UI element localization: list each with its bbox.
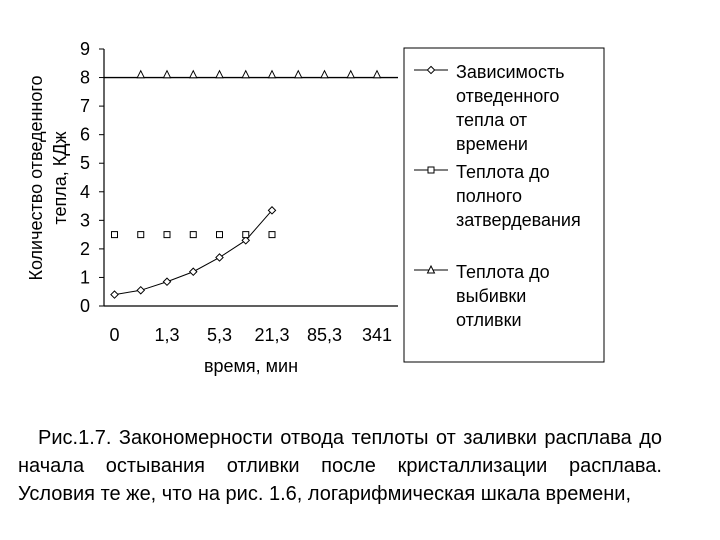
- x-tick-label: 5,3: [207, 325, 232, 345]
- x-tick-label: 21,3: [254, 325, 289, 345]
- series-line-1: [114, 210, 273, 296]
- series-1-point: [215, 253, 224, 262]
- series-3-point: [267, 69, 277, 79]
- y-tick-label: 0: [80, 296, 90, 316]
- y-tick-label: 3: [80, 210, 90, 230]
- series-3-point: [346, 69, 356, 79]
- series-3-point: [320, 69, 329, 79]
- y-tick-label: 1: [80, 267, 90, 287]
- caption-text: Рис.1.7. Закономерности отвода теплоты о…: [18, 427, 662, 505]
- y-tick-label: 9: [80, 39, 90, 59]
- series-2-point: [242, 231, 250, 239]
- series-2-point: [216, 231, 223, 239]
- y-tick-label: 7: [80, 96, 90, 116]
- y-axis-label-line1: Количество отведенного: [26, 75, 46, 280]
- figure-caption: Рис.1.7. Закономерности отвода теплоты о…: [18, 424, 662, 508]
- series-1-point: [241, 236, 251, 245]
- x-tick-label: 85,3: [307, 325, 342, 345]
- legend-label-2: затвердевания: [456, 210, 581, 230]
- y-tick-label: 8: [80, 68, 90, 88]
- y-tick-label: 6: [80, 125, 90, 145]
- legend-label-1: Зависимость: [456, 62, 565, 82]
- legend-label-1: тепла от: [456, 110, 527, 130]
- y-tick-label: 2: [80, 239, 90, 259]
- series-1-point: [267, 206, 277, 215]
- series-1-point: [136, 285, 146, 295]
- y-tick-label: 4: [80, 182, 90, 202]
- legend-label-3: отливки: [456, 310, 522, 330]
- x-axis-label: время, мин: [204, 356, 298, 376]
- legend-label-2: полного: [456, 186, 522, 206]
- series-2-point: [137, 231, 145, 239]
- series-3-point: [136, 69, 146, 79]
- x-tick-label: 0: [109, 325, 119, 345]
- legend-label-3: Теплота до: [456, 262, 550, 282]
- x-tick-label: 341: [362, 325, 392, 345]
- legend-label-3: выбивки: [456, 286, 526, 306]
- legend-label-1: отведенного: [456, 86, 559, 106]
- series-3-point: [372, 69, 382, 79]
- chart-canvas: 0 1 2 3 4 5 6 7 8 9 0 1,3 5,3 21,3 85,3 341 время, мин Ко…: [26, 39, 605, 376]
- legend-box: [403, 47, 605, 363]
- series-3-point: [215, 69, 224, 79]
- series-2-point: [189, 231, 197, 239]
- legend-label-2: Теплота до: [456, 162, 550, 182]
- series-1-point: [162, 277, 172, 287]
- series-3-point: [241, 69, 251, 79]
- y-axis-label-line2: тепла, КДж: [50, 131, 70, 224]
- series-3-point: [293, 69, 303, 79]
- series-1-point: [110, 290, 119, 299]
- series-2-point: [163, 231, 171, 239]
- y-tick-label: 5: [80, 153, 90, 173]
- series-3-point: [162, 69, 172, 79]
- series-3-point: [188, 69, 198, 79]
- x-tick-label: 1,3: [154, 325, 179, 345]
- series-2-point: [268, 231, 276, 239]
- legend-marker-3: [426, 264, 436, 274]
- legend-marker-2: [427, 166, 435, 174]
- series-2-point: [111, 231, 118, 239]
- legend-label-1: времени: [456, 134, 528, 154]
- legend-marker-1: [426, 65, 436, 75]
- series-1-point: [188, 267, 198, 277]
